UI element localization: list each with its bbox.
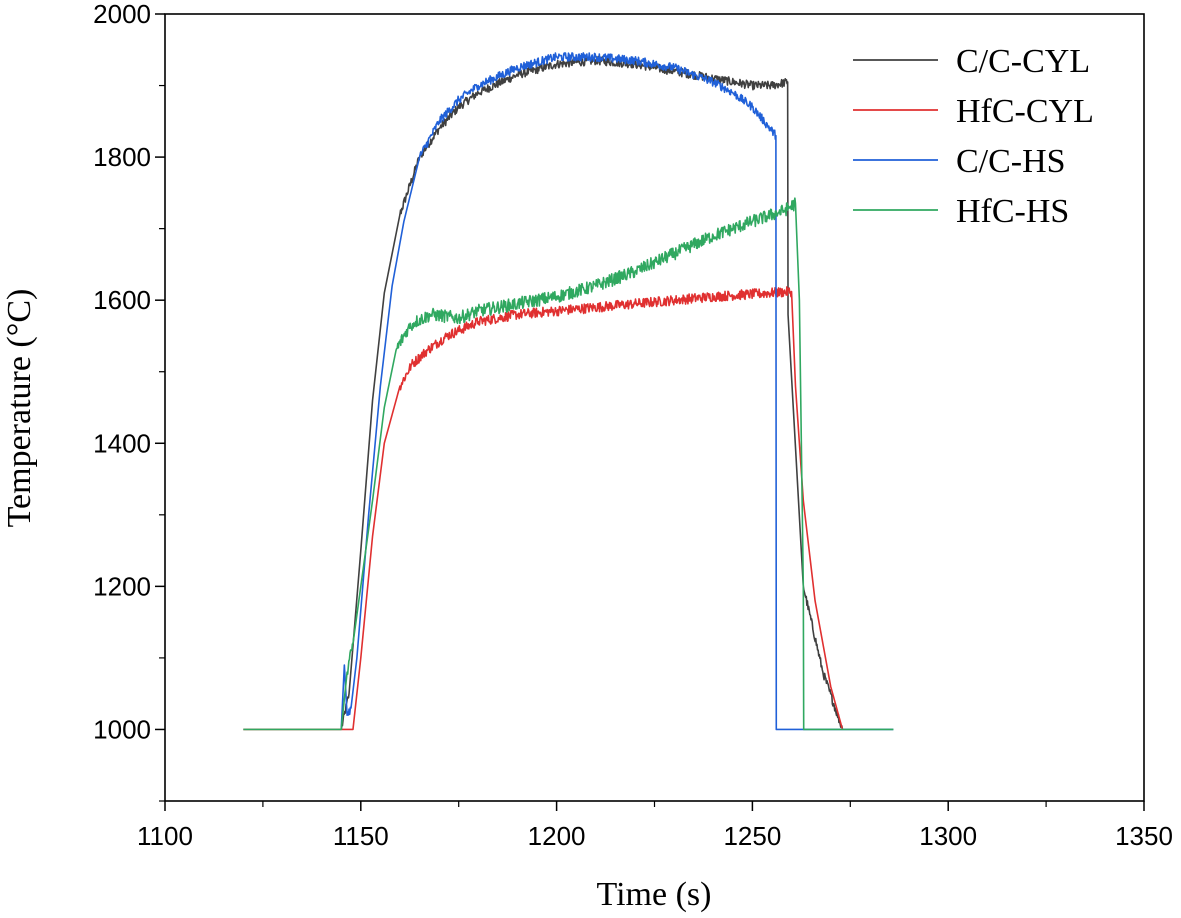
- x-tick-label: 1200: [528, 821, 586, 851]
- series-line-2: [340, 52, 894, 731]
- series-line-3: [243, 197, 894, 731]
- y-tick-label: 1600: [93, 285, 151, 315]
- tick-labels: 1100 1150 1200 1250 1300 1350 1000 1200 1400 1600…: [93, 0, 1173, 851]
- y-tick-label: 1400: [93, 428, 151, 458]
- x-tick-label: 1300: [919, 821, 977, 851]
- legend-label: C/C-HS: [956, 143, 1066, 180]
- x-tick-label: 1250: [723, 821, 781, 851]
- plot-frame: [164, 13, 1145, 802]
- legend-label: C/C-CYL: [956, 43, 1090, 80]
- y-tick-label: 2000: [93, 0, 151, 29]
- y-tick-label: 1000: [93, 714, 151, 744]
- y-tick-label: 1800: [93, 142, 151, 172]
- legend-label: HfC-HS: [956, 193, 1069, 230]
- legend-label: HfC-CYL: [956, 93, 1094, 130]
- y-axis-title: Temperature (°C): [1, 289, 38, 528]
- x-tick-label: 1150: [333, 821, 389, 851]
- series-line-1: [243, 286, 844, 731]
- series-line-0: [340, 55, 844, 730]
- y-tick-label: 1200: [93, 571, 151, 601]
- x-tick-label: 1350: [1115, 821, 1173, 851]
- x-tick-label: 1100: [137, 821, 193, 851]
- x-axis-title: Time (s): [597, 876, 712, 913]
- plot-area: [243, 52, 894, 731]
- axis-ticks: [155, 13, 1145, 811]
- legend: C/C-CYL HfC-CYL C/C-HS HfC-HS: [853, 43, 1094, 230]
